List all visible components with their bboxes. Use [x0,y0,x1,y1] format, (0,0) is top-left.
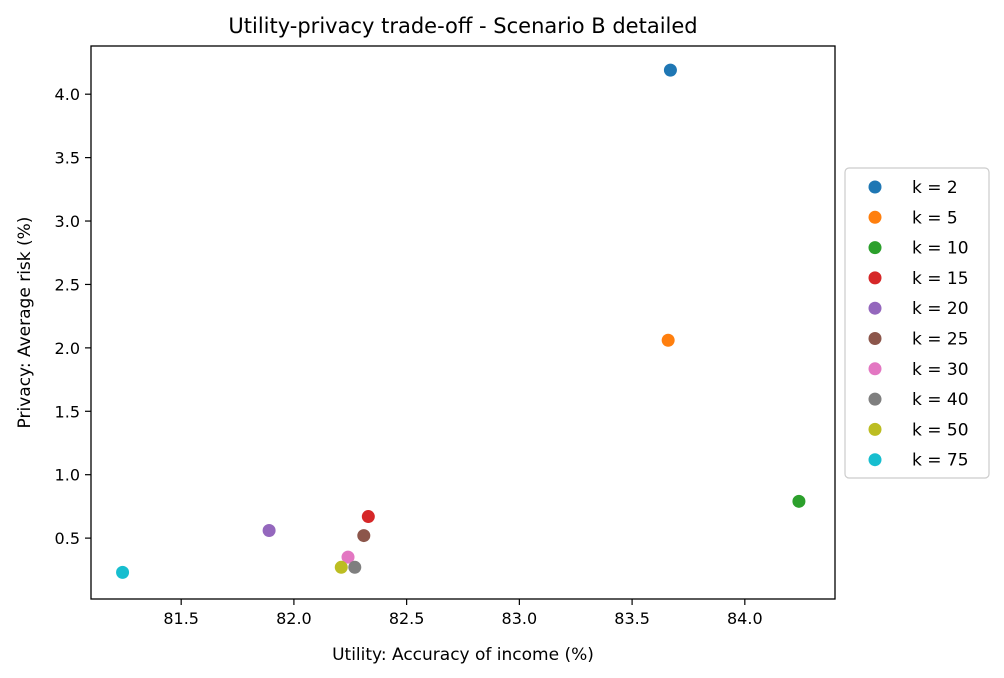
legend-label: k = 2 [912,178,958,198]
data-point [334,560,348,574]
legend-label: k = 10 [912,239,969,259]
legend-items: k = 2 k = 5 k = 10 k = 15 k = 20 k = 25 k = 30… [868,178,969,471]
legend: k = 2 k = 5 k = 10 k = 15 k = 20 k = 25 k = 30… [844,167,990,479]
legend-marker [868,210,882,224]
legend-marker [868,422,882,436]
y-tick-label: 3.0 [55,212,80,231]
legend-label: k = 5 [912,208,958,228]
y-tick-label: 4.0 [55,85,80,104]
data-point [116,565,130,579]
legend-label: k = 75 [912,451,969,471]
legend-marker [868,241,882,255]
legend-marker [868,332,882,345]
plot-area: 81.5 82.0 82.5 83.0 83.5 84.0 0.5 1.0 1.5 2.0 2.5… [55,45,836,628]
legend-marker [868,180,882,194]
legend-label: k = 25 [912,330,969,350]
x-tick-label: 83.0 [502,609,538,628]
legend-label: k = 40 [912,390,969,410]
legend-marker [868,362,882,376]
chart-title: Utility-privacy trade-off - Scenario B d… [228,14,697,38]
y-tick-label: 3.5 [55,149,80,168]
y-tick-label: 1.0 [55,466,80,485]
data-point [361,510,375,524]
data-point [341,550,355,564]
y-axis-label: Privacy: Average risk (%) [15,217,35,429]
legend-marker [868,453,882,467]
x-tick-label: 84.0 [727,609,763,628]
legend-marker [868,392,882,406]
legend-label: k = 15 [912,269,969,289]
x-tick-label: 81.5 [163,609,199,628]
data-point [661,333,675,347]
legend-label: k = 50 [912,420,969,440]
data-point [348,560,362,574]
x-axis-label: Utility: Accuracy of income (%) [332,645,594,665]
data-points [116,63,806,579]
y-tick-label: 2.5 [55,275,80,294]
x-tick-label: 82.5 [389,609,425,628]
legend-marker [868,271,882,285]
x-tick-label: 82.0 [276,609,312,628]
data-point [792,494,806,508]
legend-marker [868,301,882,315]
y-tick-label: 1.5 [55,402,80,421]
legend-label: k = 20 [912,299,969,319]
data-point [663,63,677,77]
plot-frame [90,45,836,600]
x-tick-label: 83.5 [614,609,650,628]
data-point [357,529,371,543]
legend-label: k = 30 [912,360,969,380]
y-tick-label: 0.5 [55,529,80,548]
data-point [262,524,276,538]
y-tick-label: 2.0 [55,339,80,358]
x-axis: 81.5 82.0 82.5 83.0 83.5 84.0 [163,599,763,628]
y-axis: 0.5 1.0 1.5 2.0 2.5 3.0 3.5 4.0 [55,85,91,548]
